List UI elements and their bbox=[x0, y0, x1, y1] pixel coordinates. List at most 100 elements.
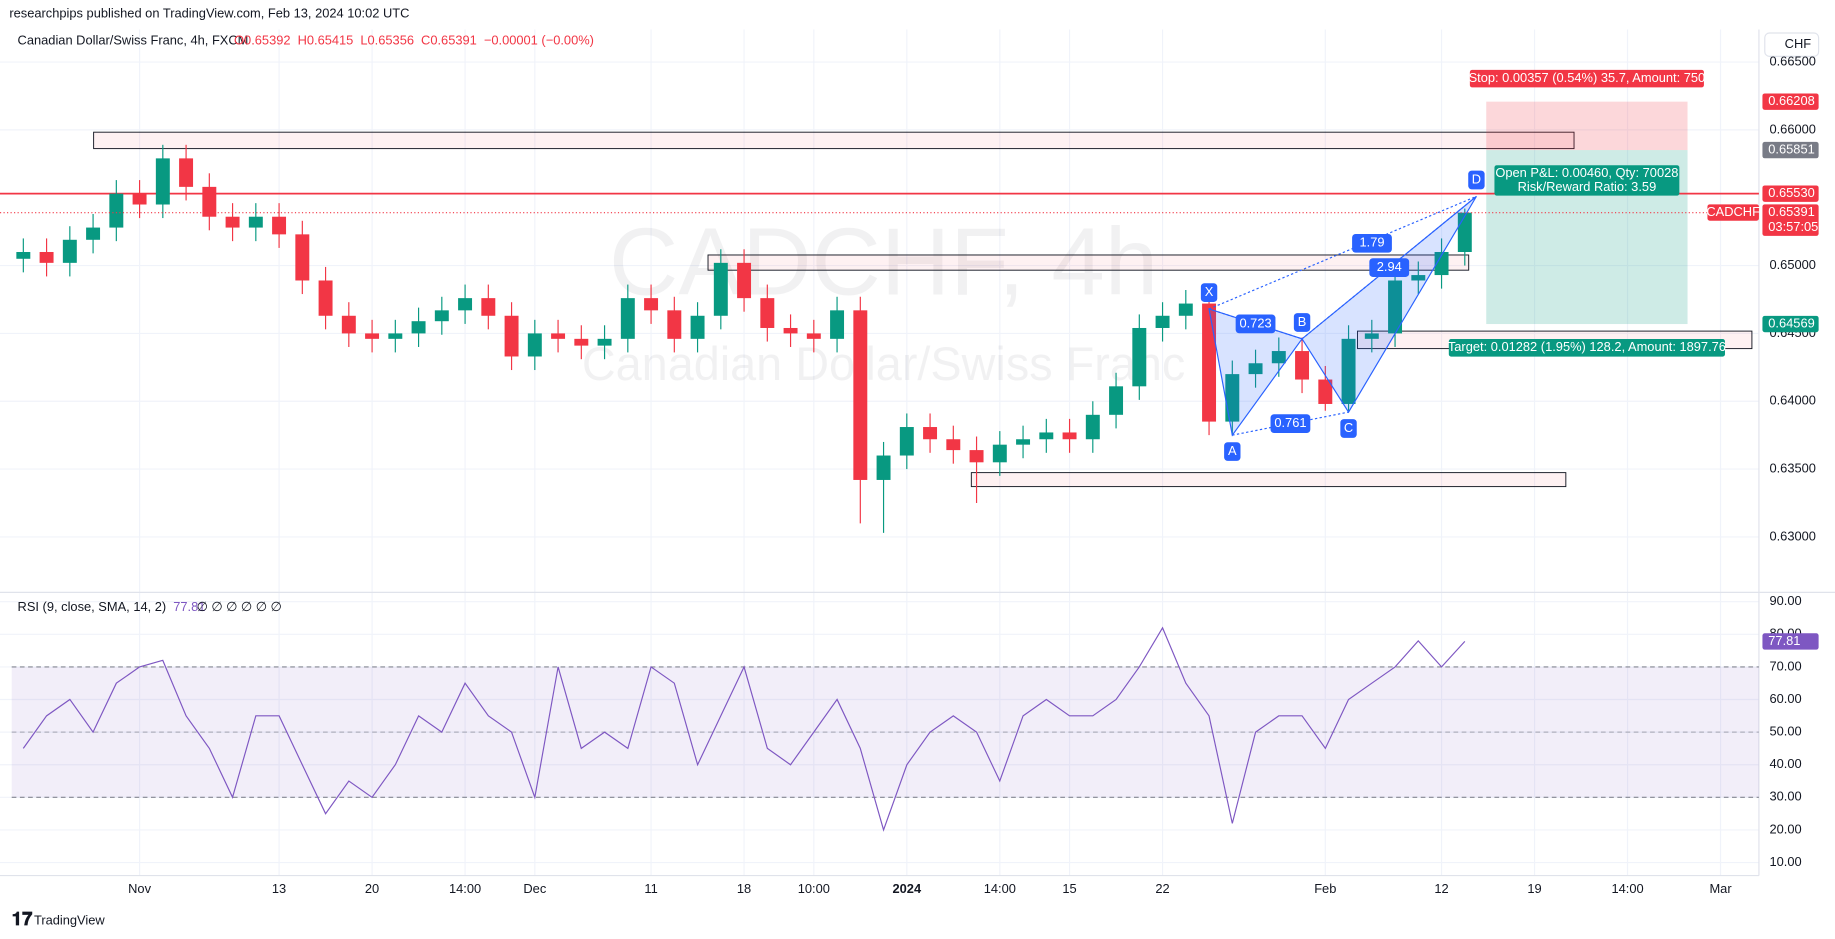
symbol-title: Canadian Dollar/Swiss Franc, 4h, FXCM bbox=[18, 33, 249, 48]
x-tick-label: 20 bbox=[365, 881, 379, 896]
candle-body bbox=[225, 216, 240, 228]
candle-body bbox=[388, 333, 403, 339]
price-label-box bbox=[1762, 93, 1819, 110]
ratio-box bbox=[1369, 258, 1410, 277]
x-tick-label: 12 bbox=[1434, 881, 1448, 896]
rsi-value-box bbox=[1762, 633, 1819, 650]
y-tick-label: 0.63500 bbox=[1769, 460, 1815, 475]
candle-body bbox=[341, 315, 356, 334]
price-label-box bbox=[1762, 315, 1819, 333]
rsi-value: 77.81 bbox=[173, 599, 205, 614]
price-label-box bbox=[1762, 141, 1819, 159]
pattern-ratio-line bbox=[1208, 195, 1477, 310]
candle-body bbox=[1364, 333, 1379, 339]
zone bbox=[93, 131, 1575, 150]
zone bbox=[970, 472, 1567, 488]
price-label: 0.65530 bbox=[1768, 185, 1814, 200]
pnl-label: Risk/Reward Ratio: 3.59 bbox=[1518, 179, 1657, 194]
pattern-point-label: D bbox=[1472, 171, 1481, 186]
pattern-point-box bbox=[1468, 170, 1485, 190]
footer-text: TradingView bbox=[34, 913, 105, 928]
candle-body bbox=[179, 158, 194, 187]
candle-body bbox=[1202, 303, 1217, 422]
rsi-axis-value: 77.81 bbox=[1768, 633, 1800, 648]
candle-body bbox=[1178, 303, 1193, 316]
currency-label: CHF bbox=[1785, 36, 1812, 51]
x-tick-label: 13 bbox=[272, 881, 286, 896]
candle-body bbox=[1248, 363, 1263, 375]
candle-body bbox=[411, 321, 426, 334]
x-tick-label: 14:00 bbox=[1611, 881, 1643, 896]
published-line: researchpips published on TradingView.co… bbox=[9, 6, 409, 21]
candle-body bbox=[551, 333, 566, 339]
y-tick-label: 30.00 bbox=[1769, 789, 1801, 804]
pattern-point-label: B bbox=[1298, 314, 1307, 329]
watermark-sub: Canadian Dollar/Swiss Franc bbox=[582, 338, 1185, 390]
candle-body bbox=[737, 262, 752, 299]
candle-body bbox=[16, 251, 31, 259]
x-tick-label: 14:00 bbox=[449, 881, 481, 896]
x-tick-label: 14:00 bbox=[984, 881, 1016, 896]
candle-body bbox=[830, 310, 845, 339]
ohlc-value: L0.65356 bbox=[360, 33, 414, 48]
candle-body bbox=[202, 186, 217, 217]
pattern-point-box bbox=[1340, 419, 1357, 438]
pattern-point-label: C bbox=[1344, 420, 1353, 435]
y-tick-label: 90.00 bbox=[1769, 593, 1801, 608]
stop-label-box bbox=[1469, 69, 1704, 88]
ratio-label: 2.94 bbox=[1377, 259, 1402, 274]
candle-body bbox=[504, 315, 519, 357]
footer-logo: 𝟏𝟕 bbox=[12, 908, 33, 929]
x-tick-label: 15 bbox=[1062, 881, 1076, 896]
rsi-line bbox=[22, 626, 1466, 832]
x-tick-label: Dec bbox=[523, 881, 546, 896]
candle-body bbox=[481, 298, 496, 316]
y-tick-label: 0.63000 bbox=[1769, 528, 1815, 543]
candle-body bbox=[946, 439, 961, 451]
candle-body bbox=[992, 444, 1007, 463]
zone bbox=[707, 254, 1470, 271]
x-tick-label: 10:00 bbox=[798, 881, 830, 896]
pnl-label: Open P&L: 0.00460, Qty: 70028 bbox=[1495, 165, 1678, 180]
price-label-box bbox=[1762, 204, 1819, 236]
candle-body bbox=[248, 216, 263, 228]
pattern-point-label: X bbox=[1205, 284, 1214, 299]
candle-body bbox=[318, 280, 333, 316]
candle-body bbox=[644, 298, 659, 311]
watermark: CADCHF, 4h bbox=[609, 209, 1158, 316]
pattern-point-box bbox=[1224, 442, 1241, 461]
y-tick-label: 40.00 bbox=[1769, 756, 1801, 771]
x-tick-label: 19 bbox=[1527, 881, 1541, 896]
candle-body bbox=[132, 193, 147, 205]
x-tick-label: Mar bbox=[1709, 881, 1732, 896]
candle-body bbox=[1132, 327, 1147, 387]
currency-button[interactable] bbox=[1764, 32, 1820, 57]
candle-body bbox=[62, 239, 77, 263]
candle-body bbox=[597, 338, 612, 346]
symbol-tag: CADCHF bbox=[1706, 204, 1760, 219]
candle-body bbox=[1271, 351, 1286, 364]
countdown: 03:57:05 bbox=[1768, 219, 1818, 234]
x-tick-label: 22 bbox=[1155, 881, 1169, 896]
candle-body bbox=[1085, 414, 1100, 440]
candle-body bbox=[713, 262, 728, 316]
candle-body bbox=[365, 333, 380, 339]
pattern-point-box bbox=[1293, 313, 1311, 332]
target-label-box bbox=[1448, 339, 1725, 357]
candle-body bbox=[1295, 351, 1310, 380]
x-tick-label: Feb bbox=[1314, 881, 1336, 896]
price-label: 0.65851 bbox=[1768, 142, 1814, 157]
candle-body bbox=[1109, 386, 1124, 415]
candle-body bbox=[1434, 251, 1449, 276]
price-label: 0.64569 bbox=[1768, 315, 1814, 330]
ohlc-value: −0.00001 (−0.00%) bbox=[484, 33, 594, 48]
candle-body bbox=[458, 298, 473, 311]
pnl-label-box bbox=[1494, 165, 1680, 196]
candle-body bbox=[1388, 280, 1403, 334]
candle-body bbox=[272, 216, 287, 235]
y-tick-label: 60.00 bbox=[1769, 691, 1801, 706]
candle-body bbox=[783, 327, 798, 334]
candle-body bbox=[155, 158, 170, 205]
y-tick-label: 0.65000 bbox=[1769, 257, 1815, 272]
